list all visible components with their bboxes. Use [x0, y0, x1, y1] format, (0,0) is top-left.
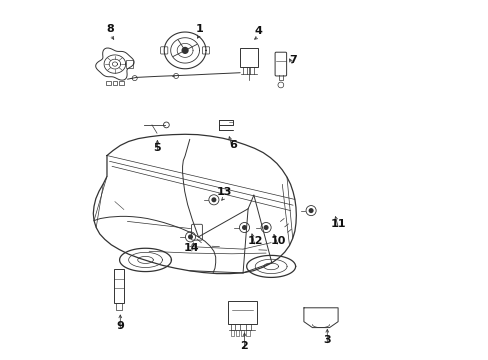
Text: 14: 14 — [183, 243, 199, 253]
Circle shape — [308, 208, 313, 213]
FancyBboxPatch shape — [114, 269, 124, 303]
FancyBboxPatch shape — [275, 52, 286, 76]
Text: 6: 6 — [228, 140, 236, 150]
Text: 12: 12 — [247, 236, 263, 246]
Text: 5: 5 — [153, 143, 161, 153]
Text: 13: 13 — [217, 186, 232, 197]
FancyBboxPatch shape — [228, 301, 257, 324]
Text: 11: 11 — [330, 219, 346, 229]
Text: 1: 1 — [195, 24, 203, 34]
Text: 9: 9 — [116, 321, 124, 331]
Circle shape — [187, 234, 193, 239]
Circle shape — [181, 47, 188, 54]
Text: 4: 4 — [254, 26, 263, 36]
Text: 10: 10 — [270, 236, 286, 246]
Text: 2: 2 — [240, 341, 248, 351]
Circle shape — [242, 225, 246, 230]
Circle shape — [211, 197, 216, 202]
Circle shape — [263, 225, 268, 230]
Text: 3: 3 — [323, 335, 330, 345]
Text: 8: 8 — [106, 24, 114, 34]
FancyBboxPatch shape — [191, 224, 202, 240]
Text: 7: 7 — [289, 55, 297, 66]
